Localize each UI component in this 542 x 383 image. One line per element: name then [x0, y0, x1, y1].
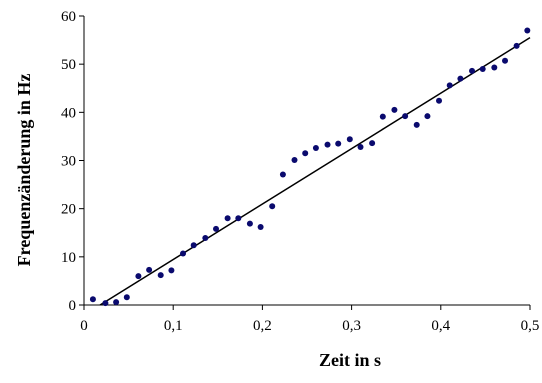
y-tick-label: 0	[69, 298, 77, 314]
data-point	[402, 113, 408, 119]
data-point	[102, 300, 108, 306]
data-point	[469, 68, 475, 74]
data-point	[436, 98, 442, 104]
data-point	[447, 82, 453, 88]
data-point	[480, 66, 486, 72]
x-tick-label: 0,3	[342, 318, 361, 334]
x-axis-title: Zeit in s	[319, 350, 381, 370]
y-axis-title: Frequenzänderung in Hz	[14, 74, 34, 267]
data-point	[358, 144, 364, 150]
data-point	[414, 122, 420, 128]
data-point	[335, 141, 341, 147]
data-point	[424, 113, 430, 119]
data-point	[90, 296, 96, 302]
data-point	[124, 294, 130, 300]
data-point	[502, 58, 508, 64]
data-point	[247, 221, 253, 227]
data-point	[491, 65, 497, 71]
data-point	[168, 267, 174, 273]
plot-area	[79, 16, 530, 310]
data-point	[113, 299, 119, 305]
data-point	[135, 273, 141, 279]
data-point	[391, 107, 397, 113]
data-point	[158, 272, 164, 278]
data-point	[269, 203, 275, 209]
y-tick-label: 10	[61, 250, 76, 266]
data-point	[235, 215, 241, 221]
data-point	[325, 142, 331, 148]
data-point	[347, 136, 353, 142]
data-point	[225, 215, 231, 221]
data-point	[202, 235, 208, 241]
x-tick-label: 0,4	[431, 318, 450, 334]
y-tick-label: 30	[61, 154, 76, 170]
y-tick-label: 40	[61, 105, 76, 121]
data-point	[457, 76, 463, 82]
x-tick-label: 0	[80, 318, 88, 334]
data-point	[180, 250, 186, 256]
data-point	[258, 224, 264, 230]
data-point	[313, 145, 319, 151]
data-point	[213, 226, 219, 232]
trend-line	[100, 38, 530, 305]
data-point	[191, 242, 197, 248]
data-point	[514, 43, 520, 49]
data-point	[369, 140, 375, 146]
y-tick-label: 20	[61, 202, 76, 218]
data-point	[280, 171, 286, 177]
data-point	[146, 267, 152, 273]
data-point	[292, 157, 298, 163]
x-tick-label: 0,5	[521, 318, 540, 334]
data-point	[380, 114, 386, 120]
data-point	[524, 27, 530, 33]
y-tick-label: 50	[61, 57, 76, 73]
y-tick-label: 60	[61, 9, 76, 25]
data-point	[302, 150, 308, 156]
x-tick-label: 0,1	[164, 318, 183, 334]
x-tick-label: 0,2	[253, 318, 272, 334]
